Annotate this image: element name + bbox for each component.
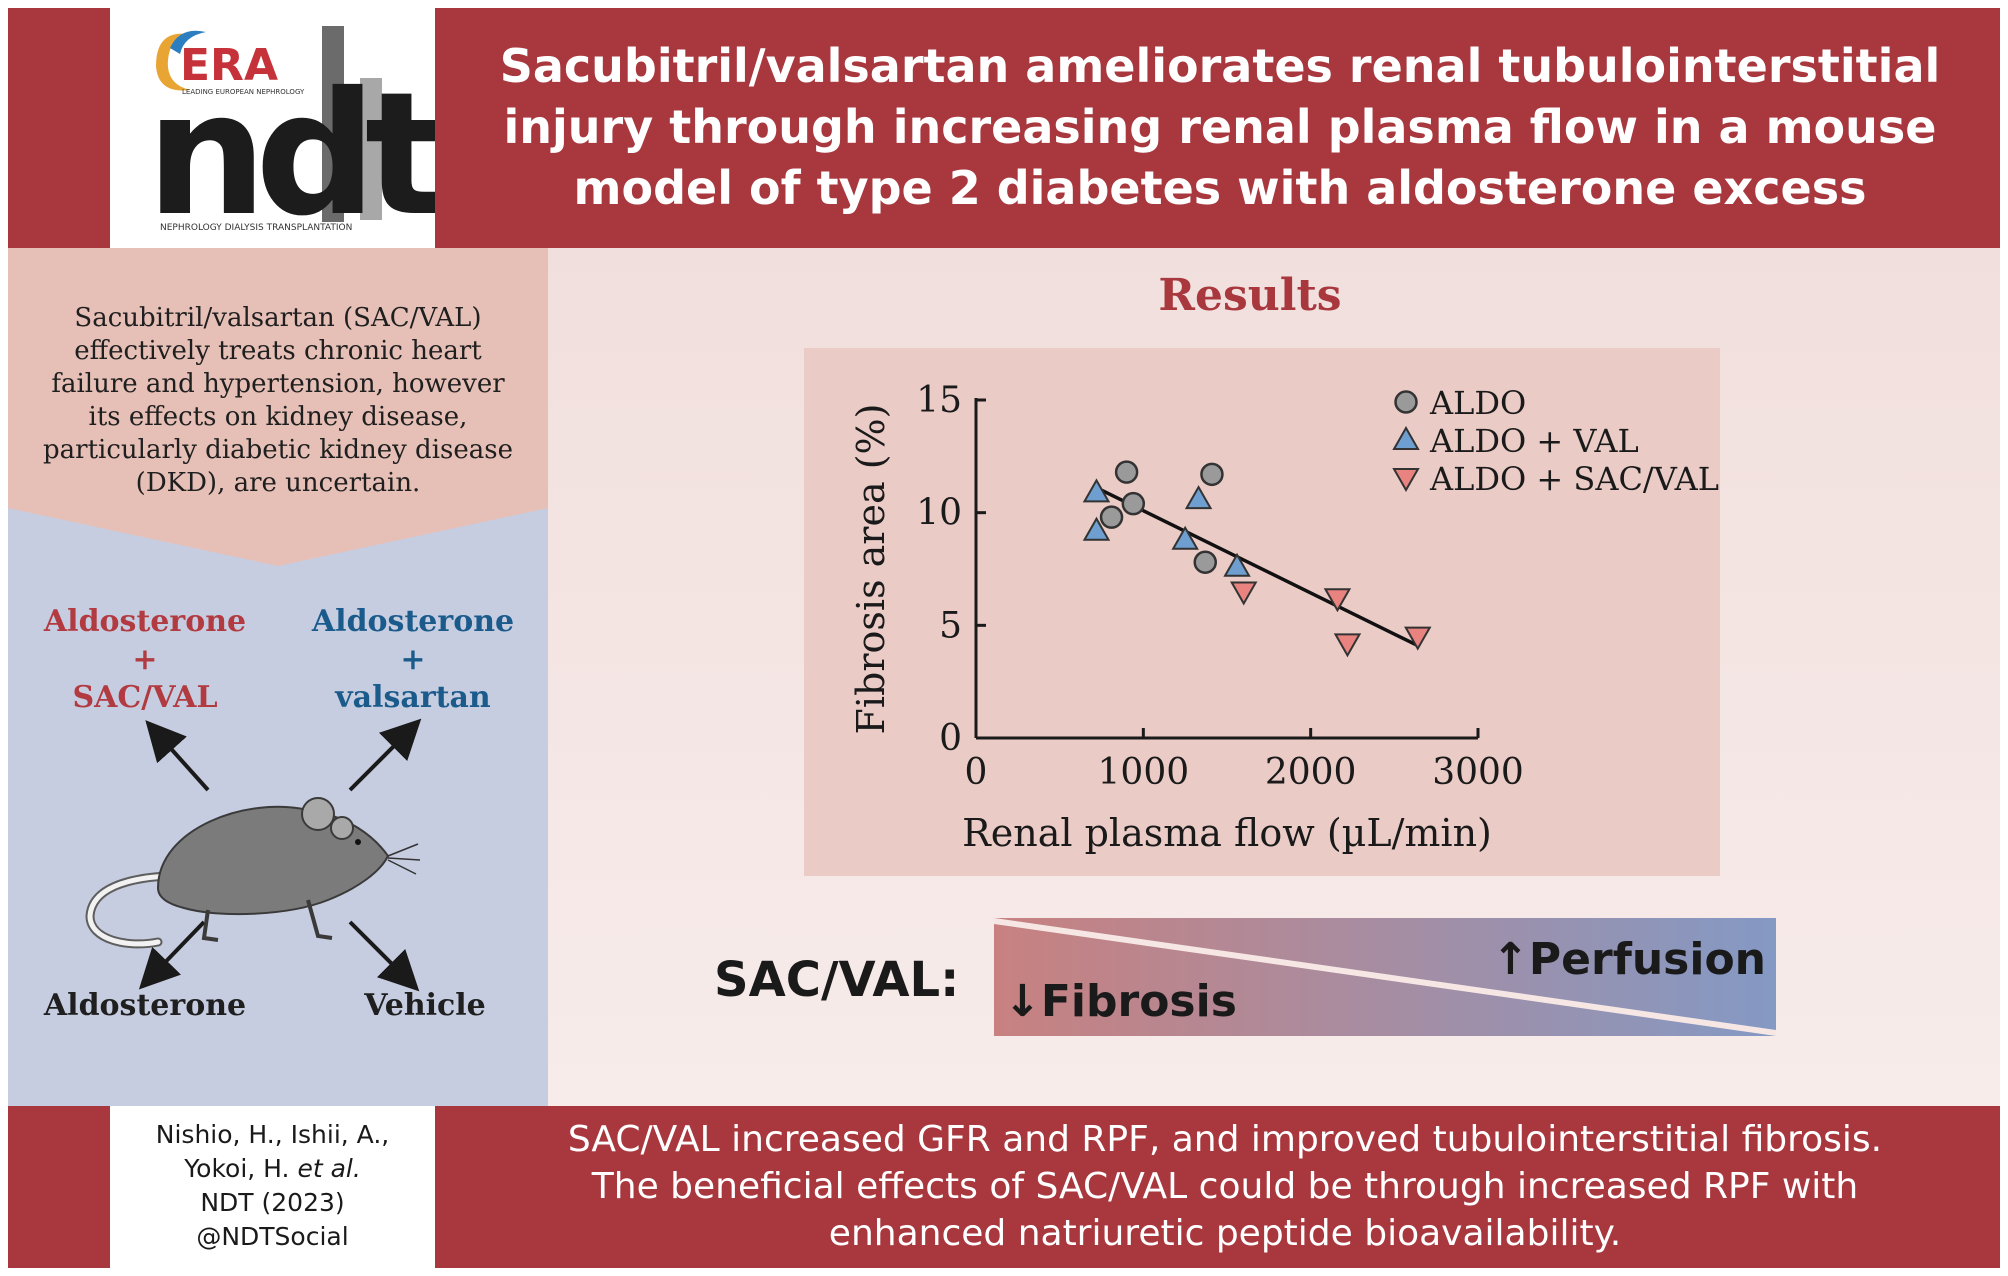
intro-banner-shape (8, 248, 548, 566)
legend-label: ALDO (1429, 384, 1526, 422)
y-tick-label: 5 (939, 605, 962, 646)
x-tick-label: 3000 (1432, 752, 1524, 793)
x-tick-label: 1000 (1098, 752, 1190, 793)
effect-divider (994, 918, 1776, 1036)
data-point (1200, 462, 1224, 487)
era-tagline: LEADING EUROPEAN NEPHROLOGY (182, 88, 305, 96)
data-point (1171, 525, 1199, 550)
arrow-up-left-icon (145, 720, 210, 792)
chart-background (804, 348, 1720, 876)
x-tick-label: 2000 (1265, 752, 1357, 793)
legend-marker (1392, 468, 1420, 493)
arrow-up-right-icon (348, 718, 422, 792)
y-tick-label: 10 (916, 493, 962, 534)
conclusion-text: SAC/VAL increased GFR and RPF, and impro… (567, 1119, 1883, 1254)
ndt-wordmark: ndt (146, 56, 435, 248)
intro-text: Sacubitril/valsartan (SAC/VAL) effective… (43, 303, 513, 498)
arrow-down-right-icon (348, 920, 420, 992)
data-point (1099, 505, 1124, 529)
data-point (1114, 460, 1139, 484)
mouse-diagram (85, 718, 422, 992)
data-point (1223, 552, 1251, 577)
data-point (1082, 516, 1111, 541)
legend-label: ALDO + SAC/VAL (1429, 460, 1719, 498)
background-panel (8, 248, 548, 1106)
citation-box (110, 1106, 435, 1268)
data-point (1323, 588, 1352, 613)
ndt-logo-graphic: ERA LEADING EUROPEAN NEPHROLOGY ndt NEPH… (146, 26, 455, 254)
y-tick-label: 15 (916, 380, 962, 421)
perfusion-increase-label: ↑Perfusion (1492, 934, 1766, 985)
data-point (1333, 633, 1362, 658)
group-aldo-sacval-label: Aldosterone + SAC/VAL (43, 604, 247, 715)
y-axis-label: Fibrosis area (%) (849, 404, 893, 735)
x-axis-label: Renal plasma flow (µL/min) (962, 811, 1492, 855)
era-wordmark: ERA (180, 40, 278, 91)
journal-logo: ERA LEADING EUROPEAN NEPHROLOGY ndt NEPH… (110, 8, 455, 254)
page-title: Sacubitril/valsartan ameliorates renal t… (499, 39, 1941, 215)
legend-marker (1394, 390, 1418, 414)
data-point (1193, 550, 1217, 574)
data-point (1121, 491, 1146, 516)
arrow-down-left-icon (138, 920, 206, 990)
citation-text: Nishio, H., Ishii, A., Yokoi, H. et al. … (155, 1120, 390, 1251)
x-tick-label: 0 (965, 752, 988, 793)
group-aldo-label: Aldosterone (43, 988, 247, 1023)
data-point (1230, 581, 1258, 606)
scatter-chart: 0 1000 2000 3000 0 5 10 15 Renal plasma flow (µL… (849, 380, 1719, 855)
group-aldo-val-label: Aldosterone + valsartan (311, 604, 515, 715)
mouse-icon (85, 797, 421, 949)
data-point (1082, 478, 1111, 503)
group-vehicle-label: Vehicle (364, 988, 486, 1023)
data-point (1404, 626, 1432, 651)
trend-line (1100, 488, 1419, 648)
results-title: Results (1158, 270, 1342, 321)
effect-bar-label: SAC/VAL: (714, 952, 960, 1008)
data-point (1184, 485, 1213, 510)
y-tick-label: 0 (939, 718, 962, 759)
effect-gradient-bar: ↓Fibrosis ↑Perfusion (994, 918, 1776, 1036)
legend-label: ALDO + VAL (1429, 422, 1639, 460)
fibrosis-decrease-label: ↓Fibrosis (1004, 976, 1237, 1027)
legend-marker (1392, 425, 1420, 450)
journal-name: NEPHROLOGY DIALYSIS TRANSPLANTATION (160, 223, 352, 233)
era-swirl-icon (156, 33, 190, 91)
